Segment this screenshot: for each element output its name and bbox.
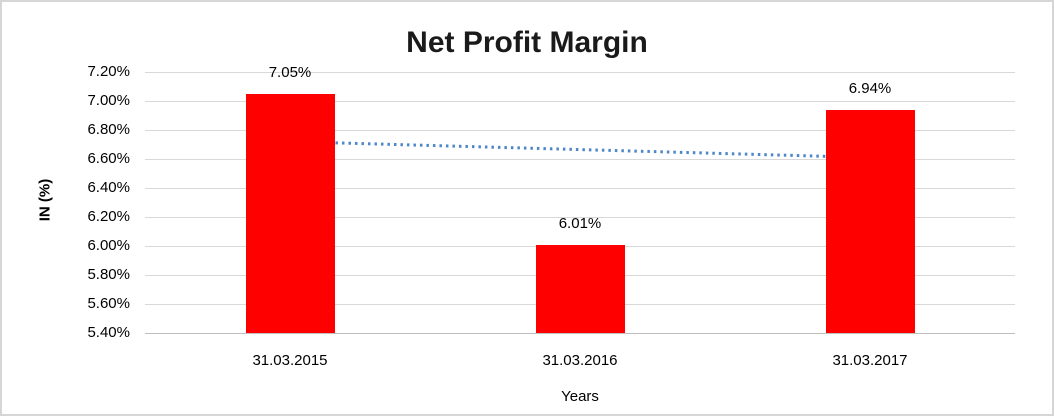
bar-31.03.2015 bbox=[245, 93, 335, 333]
bar-31.03.2017 bbox=[825, 109, 915, 333]
y-axis-tick-label: 5.80% bbox=[87, 266, 130, 283]
y-axis-tick-label: 6.80% bbox=[87, 121, 130, 138]
y-axis-tick-label: 6.00% bbox=[87, 237, 130, 254]
bar-value-label: 7.05% bbox=[268, 63, 312, 81]
bar-31.03.2016 bbox=[535, 244, 625, 333]
x-axis-title: Years bbox=[561, 388, 599, 405]
gridline bbox=[145, 188, 1015, 189]
bar-value-label: 6.94% bbox=[848, 79, 892, 97]
chart-title: Net Profit Margin bbox=[406, 26, 648, 59]
y-axis-tick-label: 7.00% bbox=[87, 92, 130, 109]
gridline bbox=[145, 130, 1015, 131]
y-axis-tick-label: 6.40% bbox=[87, 179, 130, 196]
y-axis-tick-label: 5.40% bbox=[87, 324, 130, 341]
x-axis-category-label: 31.03.2015 bbox=[252, 352, 328, 369]
x-axis-category-label: 31.03.2016 bbox=[542, 352, 618, 369]
y-axis-tick-label: 5.60% bbox=[87, 295, 130, 312]
bar-value-label: 6.01% bbox=[558, 214, 602, 232]
gridline bbox=[145, 72, 1015, 73]
y-axis-tick-label: 6.20% bbox=[87, 208, 130, 225]
y-axis-tick-label: 7.20% bbox=[87, 63, 130, 80]
gridline bbox=[145, 217, 1015, 218]
gridline bbox=[145, 101, 1015, 102]
x-axis-category-label: 31.03.2017 bbox=[832, 352, 908, 369]
y-axis-tick-label: 6.60% bbox=[87, 150, 130, 167]
gridline bbox=[145, 333, 1015, 334]
gridline bbox=[145, 159, 1015, 160]
